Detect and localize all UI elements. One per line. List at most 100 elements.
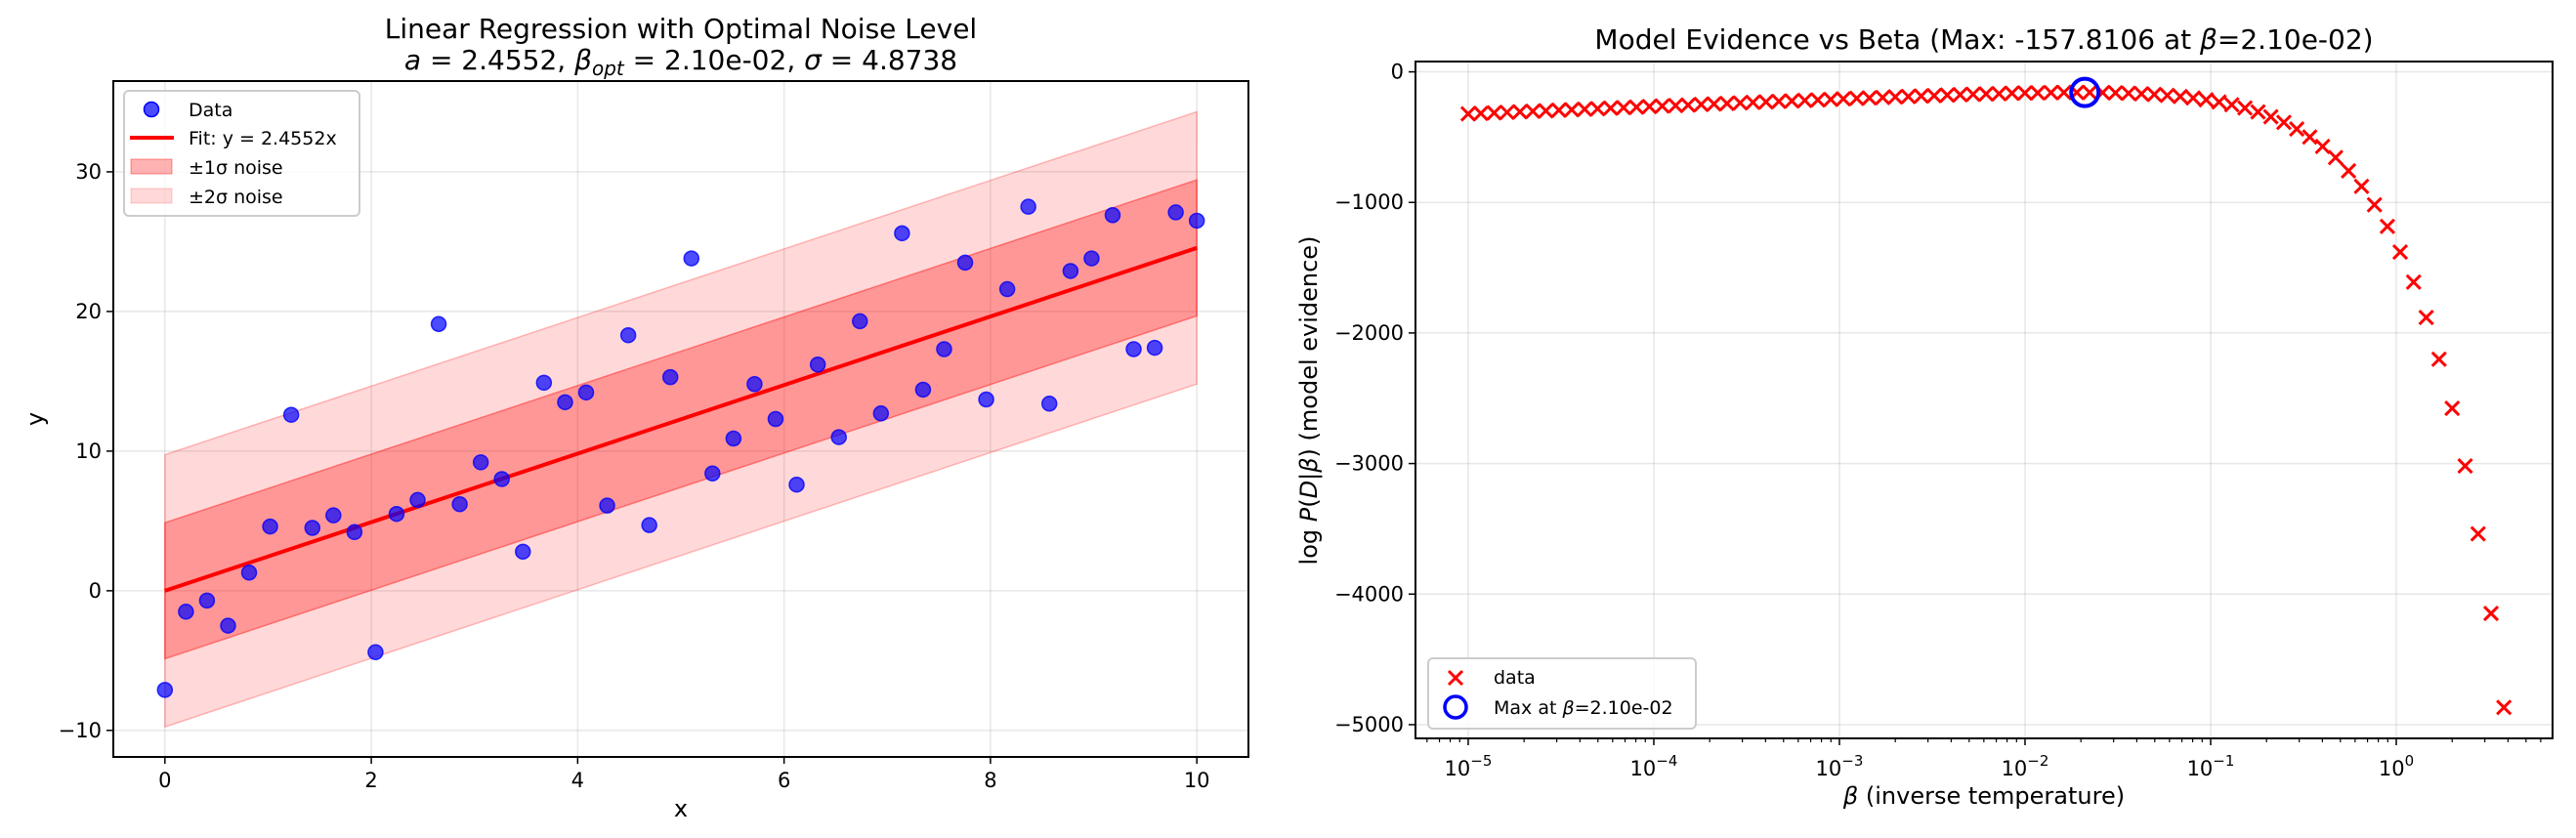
evidence-x-marker [1732,95,1749,111]
evidence-x-marker [1978,86,1995,103]
right-title-part: =2.10e-02) [2217,23,2374,56]
data-point [704,465,721,482]
data-point [767,410,784,428]
data-point [809,356,826,373]
legend-data-label: Data [189,100,232,121]
data-point [894,225,910,242]
evidence-x-marker [1589,101,1606,117]
y-tick-label: 30 [75,160,102,184]
left-legend: Data Fit: y = 2.4552x ±1σ noise ±2σ nois… [123,90,360,217]
evidence-x-marker [1693,96,1710,113]
data-point [577,384,595,401]
data-point [956,254,974,272]
evidence-x-marker [1823,91,1839,107]
x-tick-label: 10−3 [1816,752,1864,780]
data-point [409,491,426,509]
y-tick-label: 10 [75,440,102,463]
data-point [557,394,573,411]
evidence-x-marker [2055,84,2072,101]
right-legend-box [1427,657,1697,730]
data-point [1125,341,1142,357]
evidence-x-marker [2146,86,2163,103]
regression-chart: 0 2 4 6 8 10 −10 0 10 20 30 Linear Regression with… [21,13,1249,822]
legend-fit-label: Fit: y = 2.4552x [189,128,337,149]
evidence-x-marker [2237,100,2254,116]
data-point [852,313,868,330]
y-tick-label: −4000 [1334,582,1404,606]
right-y-label-part: ) (model evidence) [1295,236,1323,458]
data-point [220,617,236,634]
legend-max-part: Max at [1494,697,1562,719]
evidence-markers [1459,76,2513,716]
legend-x-marker-icon [1447,669,1464,687]
evidence-x-marker [1913,88,1929,105]
data-point [430,315,447,333]
y-tick-label: −10 [59,719,102,742]
evidence-x-marker [2457,457,2473,475]
evidence-x-marker [2262,108,2279,125]
evidence-x-marker [1615,100,1632,116]
x-tick-label: 10−1 [2187,752,2235,780]
x-tick-label-exponent: −2 [2027,752,2048,770]
evidence-x-marker [1602,100,1619,116]
x-tick-label-base: 10 [2002,757,2028,780]
legend-band1-patch [130,158,173,175]
evidence-chart: 10−5 10−4 10−3 10−2 10−1 1000−1000−2000−3000−… [1295,23,2554,810]
evidence-x-marker [2482,606,2500,622]
right-y-label-part: log [1295,529,1323,566]
data-point [830,429,847,445]
evidence-x-marker [1991,85,2007,102]
data-point [683,250,700,267]
right-y-label-part: P [1295,507,1323,529]
y-tick-label: −2000 [1334,321,1404,345]
right-x-label-part: (inverse temperature) [1858,782,2125,810]
subtitle-beta-value: = 2.10e-02, [624,44,804,76]
evidence-x-marker [2289,121,2305,138]
evidence-x-marker [2172,88,2188,105]
legend-max-part: =2.10e-02 [1575,697,1673,719]
y-tick-label: −1000 [1334,190,1404,214]
evidence-x-marker [1770,93,1788,109]
left-subtitle: a = 2.4552, βopt = 2.10e-02, σ = 4.8738 [404,44,957,80]
evidence-x-marker [2496,699,2513,716]
fit-line [164,245,1198,593]
subtitle-sigma: σ [804,44,823,76]
evidence-x-marker [2185,90,2202,106]
evidence-x-marker [1680,97,1697,113]
y-tick-label: 0 [1391,61,1404,84]
evidence-x-marker [2366,196,2383,213]
data-points [156,198,1205,698]
x-tick-label: 10−2 [2002,752,2049,780]
subtitle-beta: β [573,44,592,76]
data-point [872,405,890,422]
x-tick-label: 8 [984,769,996,792]
evidence-x-marker [1718,95,1735,111]
evidence-x-marker [1511,104,1528,120]
evidence-x-marker [2133,85,2150,103]
data-point [472,454,489,471]
right-y-label-part: β [1295,457,1323,473]
data-point [1062,263,1079,279]
data-point [493,471,510,487]
evidence-x-marker [2275,114,2293,131]
evidence-x-marker [2418,309,2434,326]
evidence-x-marker [2405,273,2422,290]
legend-band2-patch [130,188,173,204]
right-title: Model Evidence vs Beta (Max: -157.8106 a… [1594,23,2373,56]
x-tick-label-exponent: −3 [1841,752,1863,770]
data-point [619,326,637,344]
right-title-part: β [2199,23,2217,56]
right-y-axis-label: log P(D|β) (model evidence) [1295,236,1323,566]
data-point [1083,250,1100,267]
evidence-x-marker [2314,138,2331,154]
x-tick-label: 0 [158,769,171,792]
evidence-x-marker [1835,91,1852,107]
evidence-x-marker [2016,85,2033,102]
data-point [978,391,994,408]
evidence-x-marker [2353,178,2370,194]
evidence-x-marker [1706,96,1722,112]
data-point [1167,204,1184,221]
evidence-x-marker [2159,87,2175,104]
evidence-x-marker [1964,86,1981,103]
